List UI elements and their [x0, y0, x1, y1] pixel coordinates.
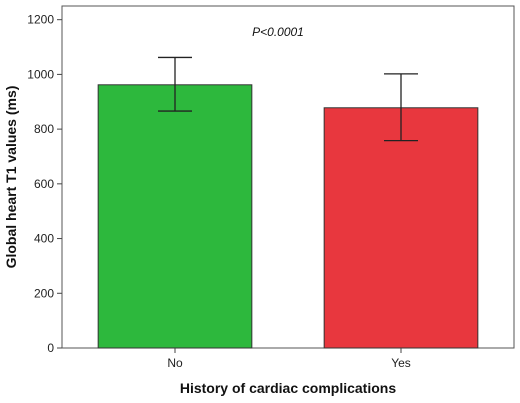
y-tick-label: 800 — [34, 122, 54, 136]
plot-frame — [61, 5, 515, 349]
x-axis-title: History of cardiac complications — [180, 380, 396, 396]
y-axis: 0 200 400 600 800 1000 1200 — [27, 13, 62, 355]
y-tick-label: 400 — [34, 232, 54, 246]
bars-group — [97, 84, 479, 349]
y-tick-label: 1200 — [27, 13, 54, 27]
y-tick-label: 200 — [34, 286, 54, 300]
bar-yes — [323, 107, 479, 349]
x-axis: No Yes — [167, 348, 411, 370]
p-value-annotation: P<0.0001 — [252, 25, 304, 39]
bar-no — [97, 84, 253, 349]
y-tick-label: 1000 — [27, 67, 54, 81]
y-tick-label: 0 — [47, 341, 54, 355]
x-tick-label: No — [167, 356, 183, 370]
y-axis-title: Global heart T1 values (ms) — [3, 86, 19, 269]
x-tick-label: Yes — [391, 356, 411, 370]
y-tick-label: 600 — [34, 177, 54, 191]
error-bars-group — [158, 56, 418, 142]
